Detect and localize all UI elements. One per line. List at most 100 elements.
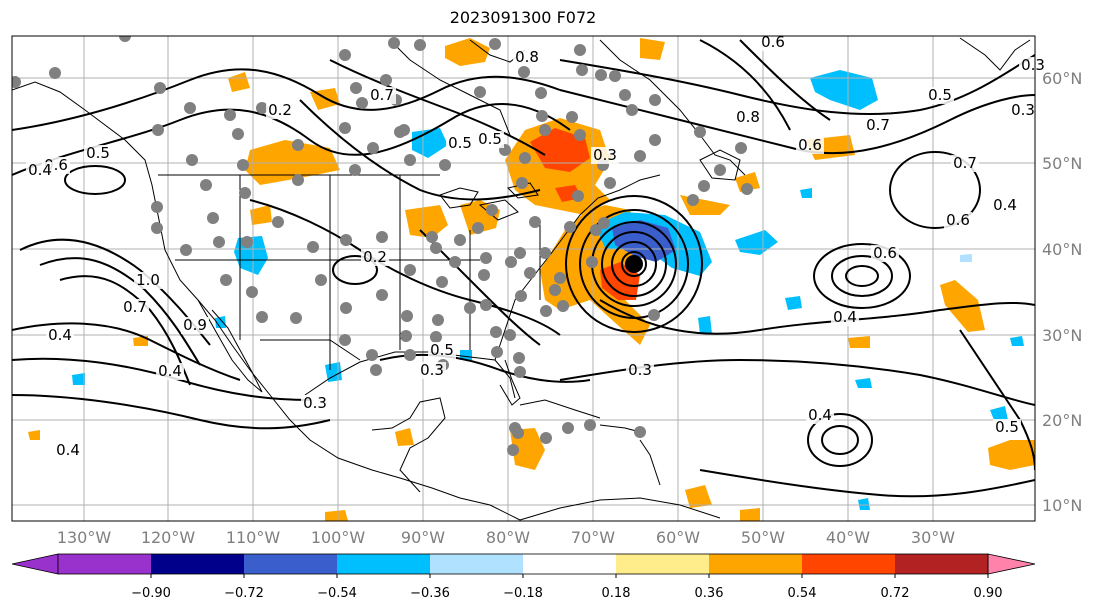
observation-dot [307, 241, 319, 253]
shade-negative [72, 373, 85, 385]
shade-negative [215, 316, 226, 328]
contour-label: 0.2 [268, 101, 292, 119]
contour-label-bg [591, 147, 619, 164]
observation-dot [366, 349, 378, 361]
observation-dot [694, 126, 706, 138]
observation-dot [529, 216, 541, 228]
contour-label-bg [871, 245, 899, 262]
observation-dot [400, 330, 412, 342]
longitude-label: 90°W [401, 528, 445, 547]
observation-dot [292, 174, 304, 186]
shade-negative [858, 498, 870, 510]
observation-dot [472, 222, 484, 234]
observation-dot [315, 274, 327, 286]
latitude-label: 30°N [1042, 326, 1082, 345]
observation-dot [220, 274, 232, 286]
observation-dot [224, 109, 236, 121]
longitude-label: 130°W [57, 528, 112, 547]
observation-dot [566, 111, 578, 123]
observation-dot [505, 256, 517, 268]
contour-label: 0.6 [761, 33, 785, 51]
shade-positive [640, 38, 665, 60]
shade-positive [735, 172, 760, 192]
contour-label: 0.5 [86, 144, 110, 162]
observation-dot [595, 69, 607, 81]
contour-label-bg [156, 363, 184, 380]
contour-label: 0.8 [515, 48, 539, 66]
observation-dot [687, 194, 699, 206]
contour-label-bg [446, 135, 474, 152]
longitude-labels: 130°W 120°W 110°W 100°W 90°W 80°W 70°W 60°W 50°W… [57, 528, 955, 547]
observation-dot [536, 110, 548, 122]
colorbar-tick-label: −0.36 [410, 586, 450, 601]
observation-dot [349, 164, 361, 176]
observation-dot [634, 150, 646, 162]
observation-dots [12, 36, 753, 456]
contour-label: 0.5 [448, 134, 472, 152]
observation-dot [480, 252, 492, 264]
colorbar-segment [709, 554, 803, 574]
contour-label: 0.6 [946, 211, 970, 229]
observation-dot [340, 302, 352, 314]
shade-positive [395, 428, 414, 446]
contour-label-bg [476, 131, 504, 148]
observation-dot [564, 221, 576, 233]
observation-dot [239, 187, 251, 199]
observation-dot [256, 102, 268, 114]
contour-label: 0.6 [798, 136, 822, 154]
contour-label-bg [796, 137, 824, 154]
contour-label-bg [864, 117, 892, 134]
observation-dot [241, 236, 253, 248]
observation-dot [186, 154, 198, 166]
shade-negative [810, 70, 878, 110]
shade-negative [990, 406, 1008, 420]
observation-dot [119, 36, 131, 42]
observation-dot [574, 129, 586, 141]
observation-dot [549, 284, 561, 296]
observation-dot [609, 70, 621, 82]
shade-positive [325, 510, 348, 521]
shade-negative [325, 362, 342, 382]
contour-label: 0.9 [183, 316, 207, 334]
colorbar-segment [244, 554, 338, 574]
map-frame [11, 35, 1036, 522]
longitude-label: 70°W [571, 528, 615, 547]
observation-dot [504, 329, 516, 341]
contour-label: 0.7 [953, 154, 977, 172]
contour-label-bg [134, 272, 162, 289]
observation-dot [207, 212, 219, 224]
observation-dot [388, 37, 400, 49]
observation-dot [356, 97, 368, 109]
observation-dot [432, 314, 444, 326]
observation-dot [232, 128, 244, 140]
colorbar-segment [58, 554, 152, 574]
observation-dot [272, 216, 284, 228]
contour-label: 0.8 [736, 108, 760, 126]
contour-label-bg [428, 342, 456, 359]
observation-dot [649, 94, 661, 106]
cyclone-center-marker [625, 255, 643, 273]
observation-dot [454, 234, 466, 246]
observation-dot [430, 242, 442, 254]
observation-dot [539, 124, 551, 136]
longitude-label: 100°W [311, 528, 366, 547]
contour-label-bg [368, 87, 396, 104]
contour-label: 0.7 [370, 86, 394, 104]
contour-label: 0.5 [928, 86, 952, 104]
contour-label: 0.5 [478, 130, 502, 148]
contour-label-bg [1019, 57, 1047, 74]
shade-negative [1010, 336, 1024, 346]
observation-dot [49, 67, 61, 79]
observation-dot [572, 190, 584, 202]
contour-label-bg [418, 362, 446, 379]
colorbar-tick-label: 0.72 [881, 586, 910, 601]
observation-dot [634, 426, 646, 438]
colorbar-segment [802, 554, 896, 574]
colorbar-segment [151, 554, 245, 574]
contour-label-bg [944, 212, 972, 229]
observation-dot [184, 102, 196, 114]
contour-label: 0.5 [430, 341, 454, 359]
latitude-labels: 60°N 50°N 40°N 30°N 20°N 10°N [1042, 69, 1082, 515]
longitude-label: 80°W [486, 528, 530, 547]
